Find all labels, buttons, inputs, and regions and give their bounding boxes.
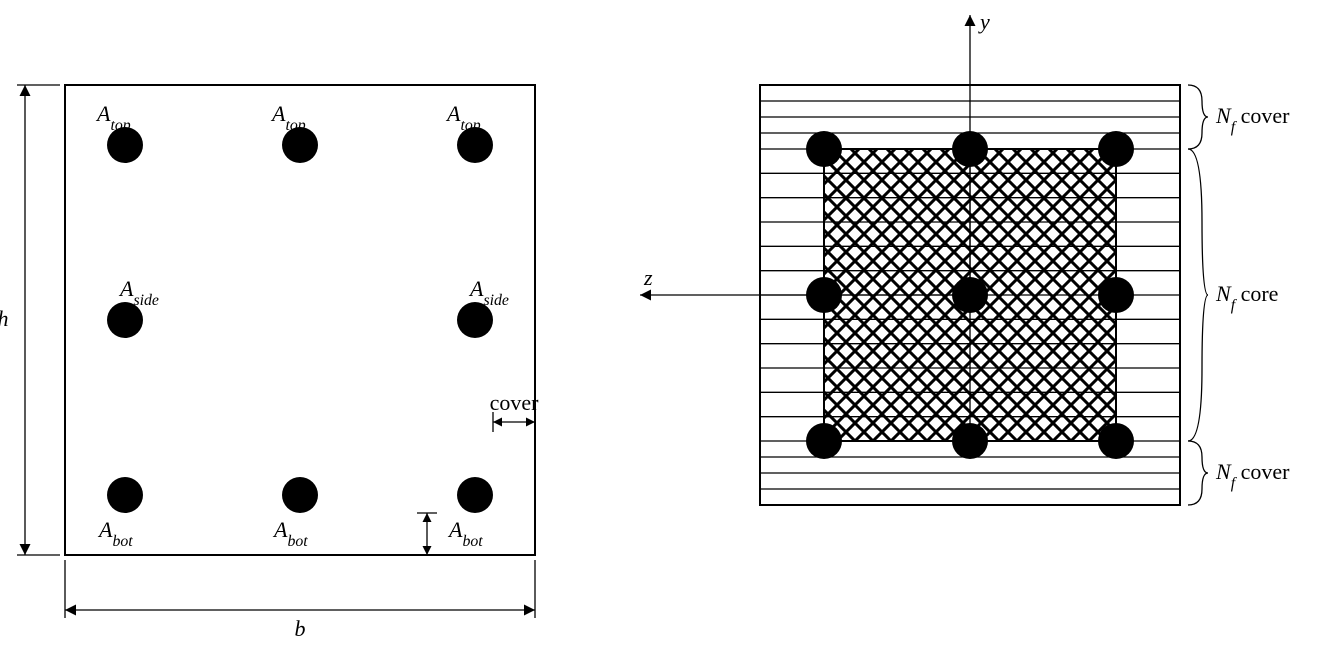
rebar (806, 423, 842, 459)
label-h: h (0, 306, 9, 331)
label-a-bot: Abot (97, 517, 133, 550)
rebar (1098, 131, 1134, 167)
label-cover: cover (490, 390, 540, 415)
rebar-bot (282, 477, 318, 513)
rebar-bot (457, 477, 493, 513)
label-a-bot: Abot (272, 517, 308, 550)
label-a-top: Atop (270, 101, 306, 134)
rebar (806, 131, 842, 167)
label-b: b (295, 616, 306, 641)
label-a-bot: Abot (447, 517, 483, 550)
left-cross-section: AtopAtopAtopAsideAsideAbotAbotAbotbhcove… (0, 85, 539, 641)
label-y-axis: y (978, 9, 990, 34)
rebar (952, 423, 988, 459)
right-fiber-section: y z Nf cover Nf core Nf cover (640, 9, 1290, 505)
rebar (1098, 423, 1134, 459)
label-a-top: Atop (445, 101, 481, 134)
label-nf-cover: Nf cover (1215, 103, 1290, 136)
rebar-bot (107, 477, 143, 513)
rebar (1098, 277, 1134, 313)
label-z-axis: z (643, 265, 653, 290)
label-nf-core: Nf core (1215, 281, 1278, 314)
label-nf-cover: Nf cover (1215, 459, 1290, 492)
label-a-top: Atop (95, 101, 131, 134)
